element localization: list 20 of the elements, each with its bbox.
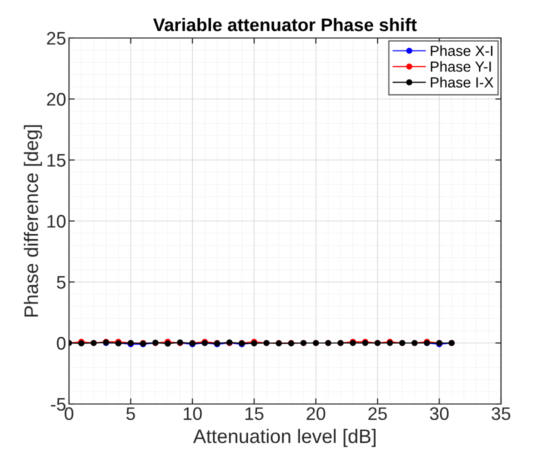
x-tick-label: 25 [368, 407, 387, 420]
chart-title: Variable attenuator Phase shift [153, 18, 417, 32]
legend-label: Phase Y-I [430, 61, 491, 72]
y-tick-label: 5 [56, 276, 66, 289]
legend-label: Phase X-I [430, 45, 492, 56]
y-tick-label: -5 [50, 398, 66, 411]
x-axis-title: Attenuation level [dB] [193, 428, 376, 447]
x-tick-label: 35 [492, 407, 510, 420]
y-tick-label: 0 [56, 336, 66, 350]
x-tick-label: 15 [245, 407, 264, 420]
x-tick-label: 30 [430, 407, 449, 420]
legend-label: Phase I-X [430, 76, 494, 88]
y-tick-label: 10 [48, 214, 66, 228]
y-tick-label: 20 [47, 92, 66, 106]
y-axis-title: Phase difference [deg] [24, 125, 42, 317]
y-tick-label: 15 [48, 154, 66, 167]
x-tick-label: 5 [126, 407, 135, 420]
x-tick-label: 20 [306, 407, 326, 420]
y-tick-label: 25 [47, 32, 66, 45]
x-tick-label: 10 [184, 407, 202, 420]
